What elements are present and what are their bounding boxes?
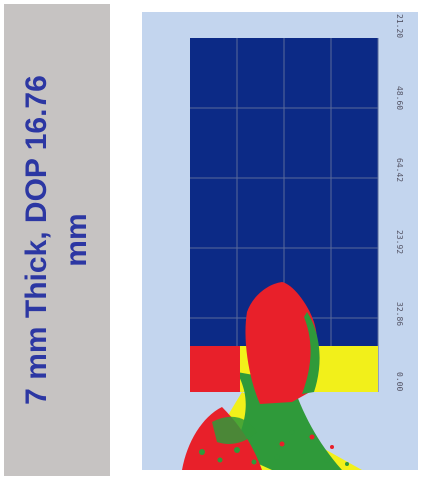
- simulation-svg: [142, 12, 418, 470]
- caption-line-1: 7 mm Thick, DOP 16.76: [20, 75, 53, 405]
- penetrator-head: [245, 282, 318, 404]
- axis-tick-5: 32.86: [395, 302, 404, 327]
- caption-panel: 7 mm Thick, DOP 16.76 mm: [4, 4, 110, 476]
- axis-tick-1: 21.20: [395, 14, 404, 39]
- simulation-image: 21.20 48.60 64.42 23.92 32.86 0.00: [142, 12, 418, 470]
- green-debris: [212, 416, 257, 444]
- green-rim: [302, 312, 320, 394]
- caption-text: 7 mm Thick, DOP 16.76 mm: [17, 10, 97, 470]
- axis-tick-3: 64.42: [395, 158, 404, 183]
- axis-tick-4: 23.92: [395, 230, 404, 255]
- red-layer-left: [190, 346, 240, 392]
- debris-speckles: [199, 429, 349, 466]
- red-speckles: [279, 434, 334, 449]
- axis-tick-2: 48.60: [395, 86, 404, 111]
- axis-tick-6: 0.00: [395, 372, 404, 392]
- caption-line-2: mm: [60, 213, 93, 267]
